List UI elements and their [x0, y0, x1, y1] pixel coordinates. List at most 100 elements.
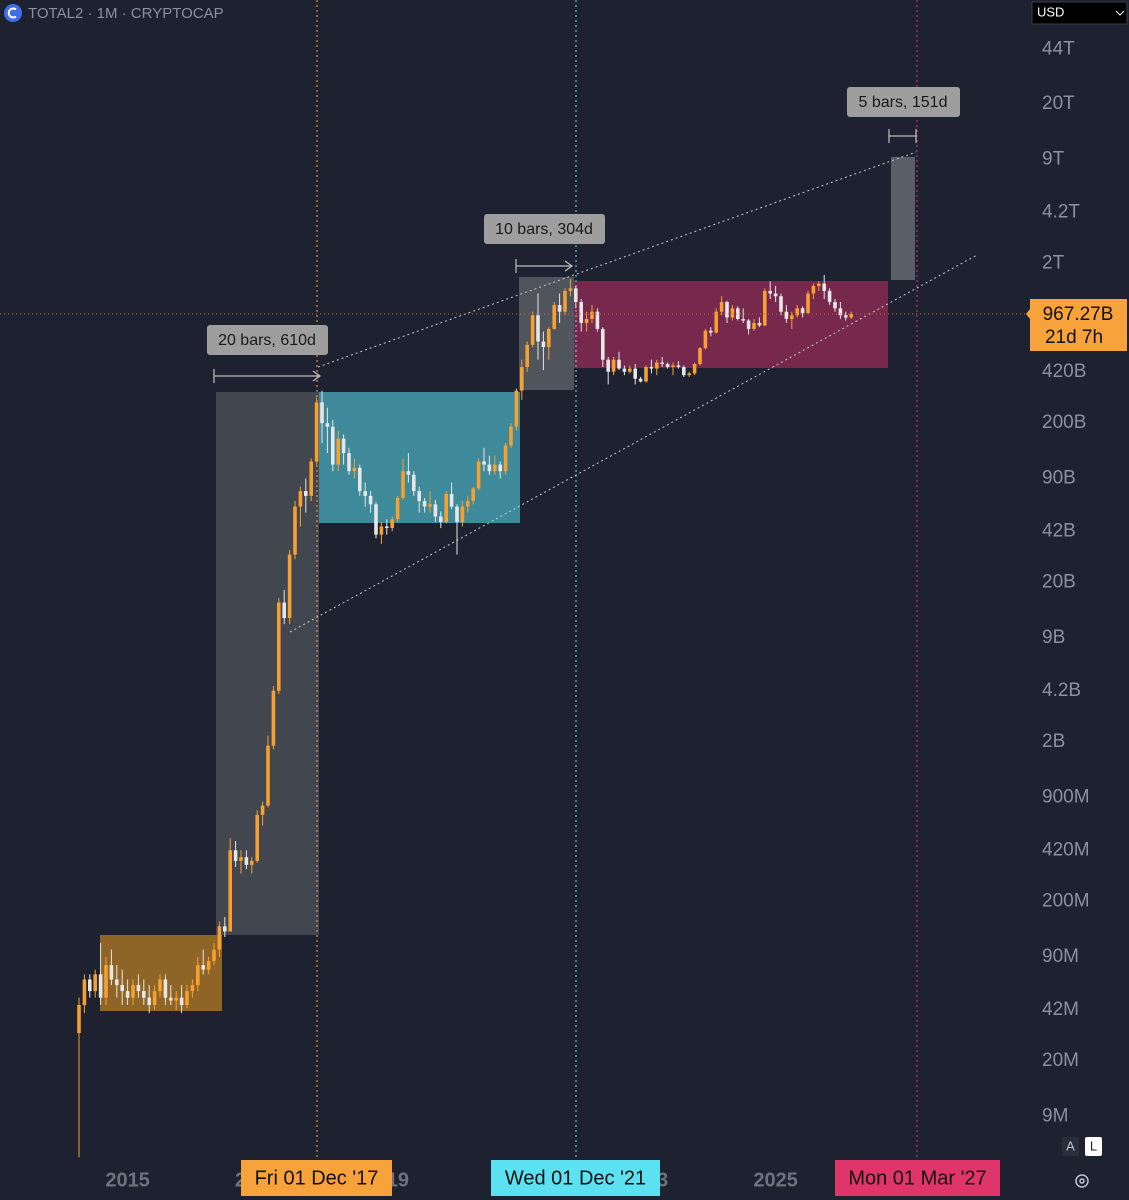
x-tick-label: 2025: [753, 1169, 798, 1191]
candle-body: [579, 302, 583, 323]
candle-body: [444, 493, 448, 523]
y-tick-label: 200M: [1042, 891, 1090, 912]
y-tick-label: 90B: [1042, 467, 1076, 488]
symbol-title[interactable]: TOTAL2 · 1M · CRYPTOCAP: [28, 5, 224, 22]
candle-body: [336, 438, 340, 465]
button-label[interactable]: A: [1066, 1138, 1075, 1153]
candle-body: [331, 426, 335, 465]
candle-body: [719, 302, 724, 312]
candle-body: [617, 359, 621, 369]
measure-box: [216, 392, 319, 935]
candle-body: [93, 974, 97, 992]
y-tick-label: 2B: [1042, 731, 1065, 752]
candle-body: [525, 344, 529, 368]
candle-body: [201, 965, 205, 970]
trend-line: [317, 151, 917, 368]
y-tick-label: 90M: [1042, 946, 1079, 967]
candle-body: [714, 311, 718, 333]
candle-body: [217, 926, 222, 950]
symbol-logo-mark: [7, 7, 17, 19]
candle-body: [466, 501, 470, 507]
settings-button[interactable]: [1075, 1174, 1089, 1188]
candle-body: [271, 690, 276, 746]
date-tag-label: Fri 01 Dec '17: [255, 1167, 379, 1189]
price-tag-pointer: [1026, 308, 1030, 319]
candle-body: [260, 805, 265, 815]
candle-body: [433, 504, 438, 517]
candle-body: [493, 464, 497, 472]
measure-label-bg: [847, 87, 960, 117]
currency-select[interactable]: [1031, 1, 1128, 25]
candle-body: [844, 315, 848, 318]
candle-body: [806, 293, 810, 314]
candle-body: [325, 423, 330, 427]
candle-body: [169, 997, 173, 1001]
date-tag: [241, 1160, 392, 1196]
candle-body: [147, 997, 151, 1005]
candle-body: [687, 373, 691, 376]
candle-body: [568, 288, 573, 291]
candle-body: [590, 311, 594, 319]
currency-label[interactable]: USD: [1037, 4, 1064, 19]
candle-body: [309, 461, 313, 496]
candle-body: [703, 330, 708, 349]
candle-body: [746, 320, 751, 329]
candle-body: [503, 445, 508, 472]
candle-body: [460, 506, 465, 523]
y-tick-label: 200B: [1042, 412, 1086, 433]
candle-body: [422, 501, 427, 507]
candle-body: [239, 857, 243, 861]
x-tick-label: 2015: [105, 1169, 150, 1191]
measure-label: 5 bars, 151d: [859, 94, 948, 111]
date-lines: [316, 0, 918, 1160]
candle-body: [628, 368, 632, 372]
y-tick-label: 2T: [1042, 253, 1065, 274]
candle-body: [514, 390, 519, 427]
candle-body: [374, 504, 378, 535]
candle-body: [536, 315, 540, 342]
candle-body: [320, 402, 324, 424]
candle-body: [158, 979, 162, 992]
candle-body: [763, 290, 767, 326]
candle-body: [649, 367, 654, 369]
candle-body: [179, 997, 184, 1005]
symbol-logo: [4, 4, 22, 22]
candle-body: [606, 359, 610, 372]
candle-body: [741, 318, 745, 321]
y-tick-label: 420B: [1042, 361, 1086, 382]
candle-body: [385, 526, 389, 529]
candle-body: [82, 979, 87, 1005]
y-tick-label: 44T: [1042, 39, 1075, 60]
candle-body: [206, 960, 211, 970]
y-tick-label: 4.2T: [1042, 201, 1080, 222]
measure-label: 10 bars, 304d: [495, 221, 593, 238]
y-tick-label: 4.2B: [1042, 680, 1081, 701]
candle-body: [557, 305, 562, 312]
y-tick-label: 900M: [1042, 786, 1090, 807]
candle-body: [644, 367, 648, 382]
y-tick-label: 9B: [1042, 627, 1065, 648]
candle-body: [849, 313, 853, 318]
date-tag: [491, 1160, 660, 1196]
candle-body: [363, 491, 367, 496]
button-label[interactable]: L: [1090, 1138, 1097, 1153]
candle-body: [98, 974, 103, 998]
auto-scale-button[interactable]: [1062, 1137, 1079, 1156]
candle-body: [498, 464, 502, 472]
candle-body: [487, 464, 492, 472]
candle-body: [822, 283, 826, 291]
log-scale-button[interactable]: [1085, 1137, 1102, 1156]
candle-body: [795, 308, 799, 316]
candle-body: [698, 348, 702, 364]
candle-body: [811, 285, 816, 294]
candle-body: [142, 991, 146, 998]
candle-body: [120, 985, 124, 992]
candle-body: [228, 850, 232, 932]
candle-body: [509, 426, 513, 446]
candle-body: [358, 467, 362, 492]
candle-body: [752, 322, 756, 329]
candle-body: [255, 814, 259, 861]
candle-body: [439, 516, 443, 523]
candle-body: [595, 311, 600, 329]
candle-body: [574, 288, 578, 303]
